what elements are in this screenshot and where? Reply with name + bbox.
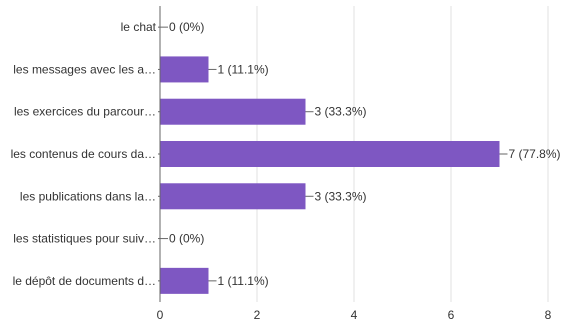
category-label: les messages avec les a…	[13, 62, 156, 76]
category-label: les publications dans la…	[20, 189, 156, 203]
bar	[160, 98, 306, 125]
bar	[160, 267, 209, 294]
value-label: 1 (11.1%)	[218, 62, 269, 76]
category-label: les exercices du parcour…	[14, 105, 156, 119]
bar	[160, 183, 306, 210]
x-tick-label: 8	[545, 308, 552, 322]
x-tick-label: 0	[157, 308, 164, 322]
value-label: 7 (77.8%)	[509, 147, 561, 161]
category-label: les statistiques pour suiv…	[13, 232, 156, 246]
bar	[160, 141, 500, 167]
bars-layer	[160, 56, 500, 294]
x-tick-label: 6	[448, 308, 455, 322]
category-label: le dépôt de documents d…	[13, 274, 156, 288]
value-label: 0 (0%)	[169, 232, 204, 246]
value-label: 3 (33.3%)	[315, 189, 367, 203]
x-tick-label: 4	[351, 308, 358, 322]
labels-layer: le chat 0 (0%) les messages avec les a… 1 (…	[11, 20, 561, 288]
value-label: 3 (33.3%)	[315, 105, 367, 119]
category-label: le chat	[121, 20, 157, 34]
bar	[160, 56, 209, 83]
axis-layer: 0 2 4 6 8	[157, 6, 552, 322]
value-label: 1 (11.1%)	[218, 274, 269, 288]
x-tick-label: 2	[254, 308, 261, 322]
value-label: 0 (0%)	[169, 20, 204, 34]
category-label: les contenus de cours da…	[11, 147, 156, 161]
